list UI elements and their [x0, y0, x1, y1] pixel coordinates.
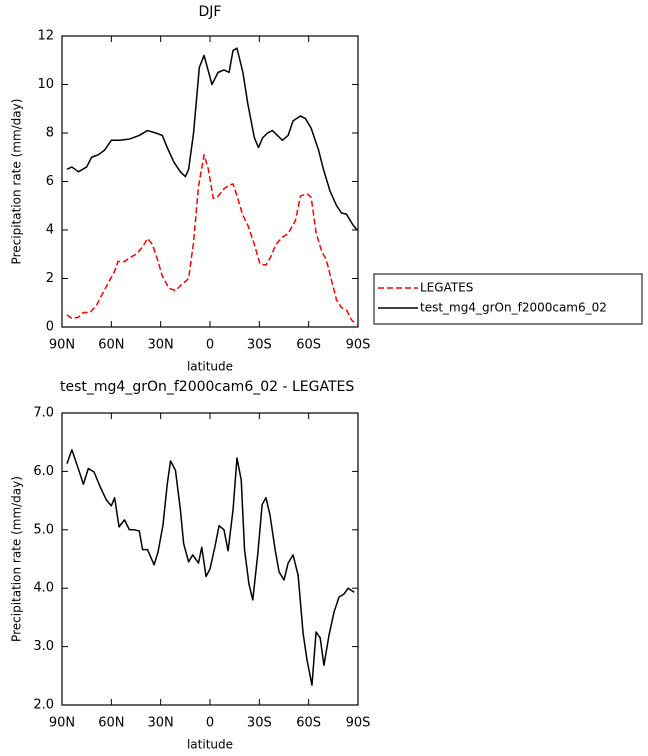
x-axis-label: latitude [187, 738, 233, 752]
legend: LEGATES test_mg4_grOn_f2000cam6_02 [373, 273, 643, 325]
x-tick-label: 0 [206, 716, 214, 731]
y-tick-label: 3.0 [33, 639, 54, 654]
x-tick-label: 30N [148, 716, 174, 731]
x-tick-label: 90N [49, 716, 75, 731]
x-tick-label: 30S [247, 716, 272, 731]
y-tick-label: 6.0 [33, 464, 54, 479]
y-tick-label: 2 [46, 271, 54, 286]
x-tick-label: 0 [206, 338, 214, 353]
y-tick-label: 8 [46, 126, 54, 141]
x-tick-label: 90S [346, 338, 371, 353]
x-axis-label: latitude [187, 360, 233, 374]
y-tick-label: 6 [46, 174, 54, 189]
y-tick-label: 2.0 [33, 698, 54, 713]
plot: DJF latitude Precipitation rate (mm/day) 0 2… [10, 4, 371, 374]
x-tick-label: 60S [296, 716, 321, 731]
legend-label: LEGATES [420, 281, 473, 295]
y-tick-label: 7.0 [33, 406, 54, 421]
y-tick-label: 4.0 [33, 581, 54, 596]
chart-title: DJF [199, 4, 222, 20]
data-line [66, 449, 355, 686]
y-axis-label: Precipitation rate (mm/day) [10, 476, 24, 642]
data-line [66, 47, 358, 231]
x-tick-label: 60S [296, 338, 321, 353]
x-tick-label: 60N [98, 716, 124, 731]
y-tick-label: 12 [37, 29, 54, 44]
chart-title: test_mg4_grOn_f2000cam6_02 - LEGATES [60, 379, 354, 395]
x-tick-label: 90N [49, 338, 75, 353]
legend-label: test_mg4_grOn_f2000cam6_02 [420, 301, 607, 315]
x-tick-label: 90S [346, 716, 371, 731]
plot-frame [61, 412, 359, 706]
x-tick-label: 30S [247, 338, 272, 353]
plot-frame [61, 35, 359, 328]
legend-box [373, 273, 643, 325]
y-axis-label: Precipitation rate (mm/day) [10, 99, 24, 265]
y-tick-label: 5.0 [33, 522, 54, 537]
data-line [66, 154, 357, 326]
x-tick-label: 30N [148, 338, 174, 353]
x-tick-label: 60N [98, 338, 124, 353]
y-tick-label: 0 [46, 320, 54, 335]
y-tick-label: 10 [37, 77, 54, 92]
y-tick-label: 4 [46, 223, 54, 238]
plot: test_mg4_grOn_f2000cam6_02 - LEGATES lati… [10, 379, 371, 752]
